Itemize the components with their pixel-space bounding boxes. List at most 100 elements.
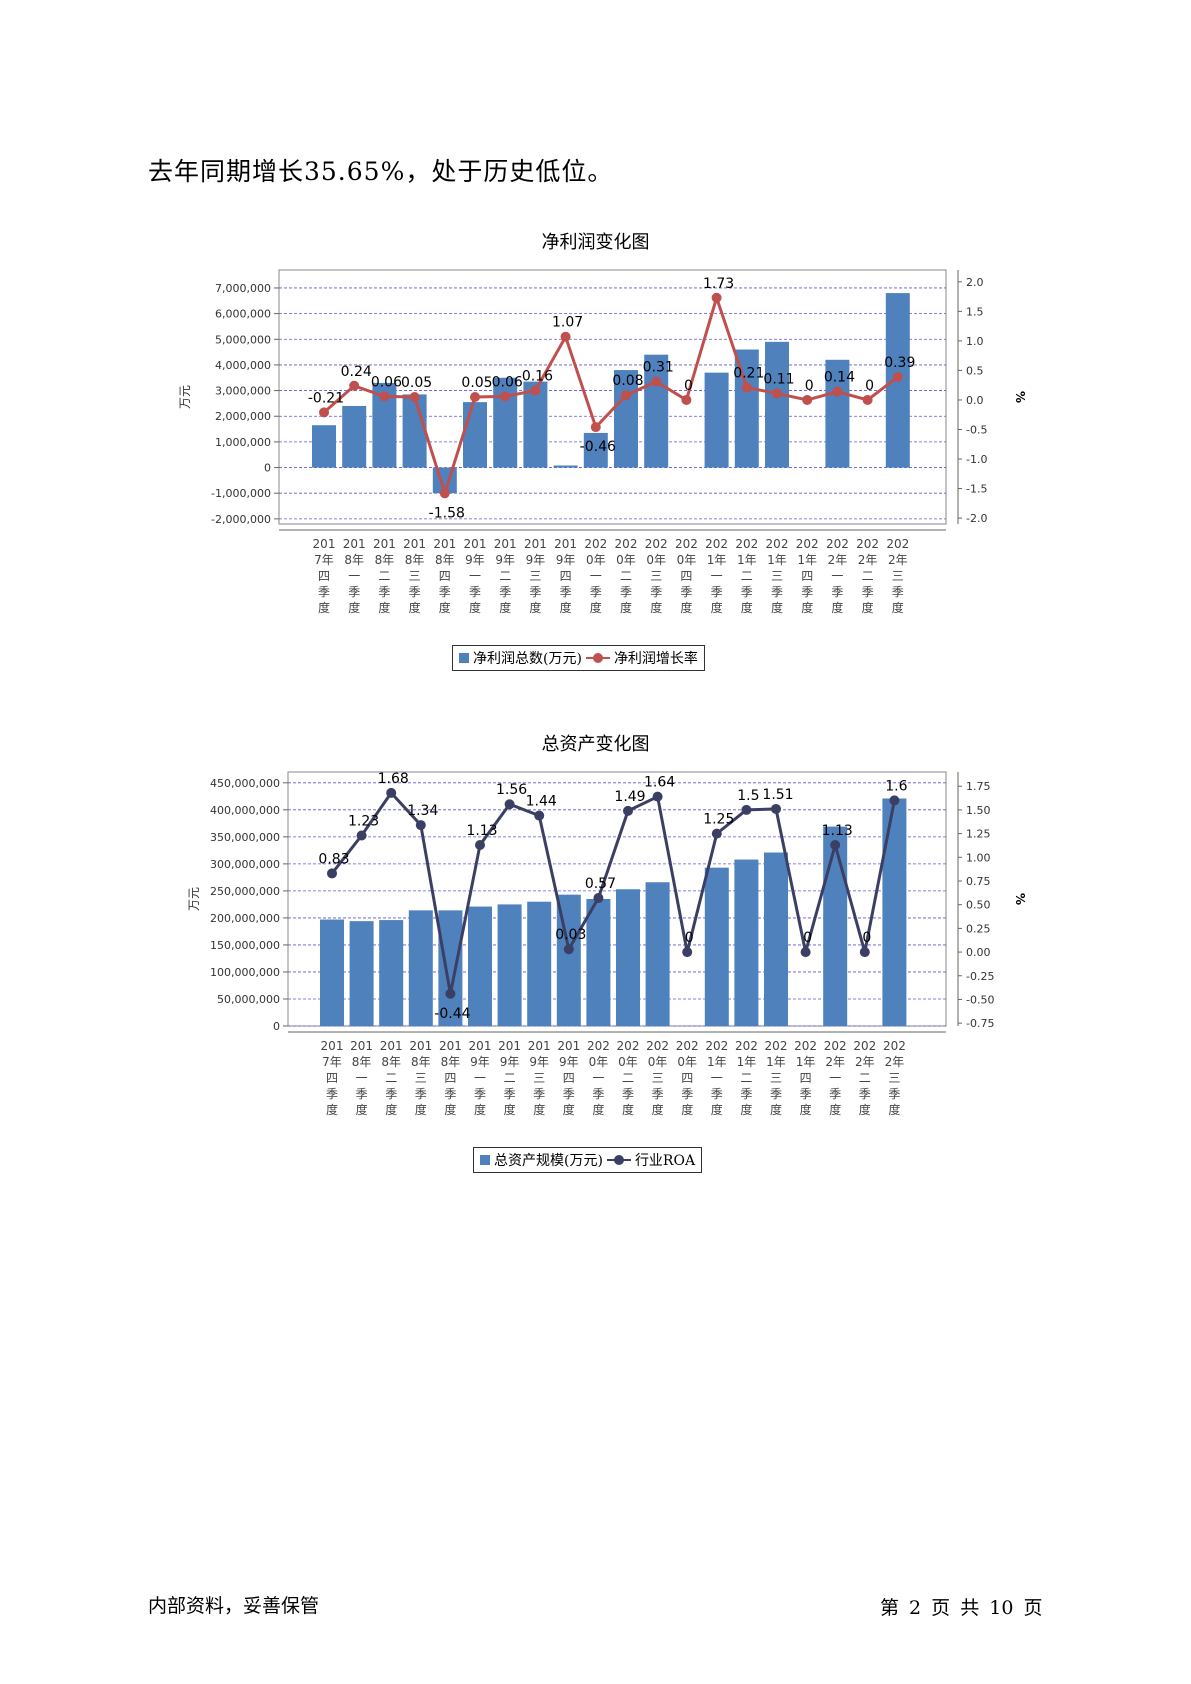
data-label: 0.03 <box>555 927 586 943</box>
x-tick-label: 202 <box>615 537 638 551</box>
data-label: 0.05 <box>461 375 492 391</box>
x-tick-label: 二 <box>862 569 874 583</box>
bar <box>586 899 611 1026</box>
x-tick-label: 度 <box>888 1102 900 1117</box>
data-label: 1.25 <box>703 812 734 828</box>
x-tick-label: 202 <box>675 537 698 551</box>
x-tick-label: 1年 <box>737 1055 757 1069</box>
x-tick-label: 季 <box>385 1087 397 1101</box>
x-tick-label: 2年 <box>858 553 878 567</box>
x-tick-label: 一 <box>829 1071 841 1085</box>
chart1-legend: 净利润总数(万元) 净利润增长率 <box>452 645 705 671</box>
x-tick-label: 一 <box>831 569 843 583</box>
data-label: -1.58 <box>429 505 465 521</box>
x-tick-label: 9年 <box>556 553 576 567</box>
y-tick-label: 5,000,000 <box>215 333 271 346</box>
x-tick-label: 二 <box>385 1071 397 1085</box>
x-tick-label: 二 <box>740 1071 752 1085</box>
x-tick-label: 度 <box>741 600 753 615</box>
x-tick-label: 度 <box>652 1102 664 1117</box>
x-tick-label: 0年 <box>646 553 666 567</box>
x-tick-label: 四 <box>439 569 451 583</box>
line-point <box>500 391 511 402</box>
y2-tick-label: 1.25 <box>966 828 991 841</box>
x-tick-label: 季 <box>800 1087 812 1101</box>
line-point <box>409 392 420 402</box>
data-label: -0.44 <box>434 1006 470 1022</box>
line-point <box>439 488 450 499</box>
x-tick-label: 四 <box>444 1071 456 1085</box>
x-tick-label: 度 <box>326 1102 338 1117</box>
x-tick-label: 三 <box>892 569 904 583</box>
x-tick-label: 2年 <box>855 1055 875 1069</box>
x-tick-label: 度 <box>504 1102 516 1117</box>
bar <box>616 889 640 1026</box>
bar <box>765 341 789 468</box>
y2-axis-title: % <box>1013 893 1027 905</box>
x-tick-label: 9年 <box>470 1055 490 1069</box>
x-tick-label: 201 <box>524 537 547 551</box>
data-label: 0.57 <box>585 876 616 892</box>
x-tick-label: 度 <box>529 600 541 615</box>
line-point <box>859 947 870 958</box>
x-tick-label: 度 <box>622 1102 634 1117</box>
y2-tick-label: -0.25 <box>966 970 994 983</box>
x-tick-label: 202 <box>584 537 607 551</box>
x-tick-label: 一 <box>474 1071 486 1085</box>
y-axis-title: 万元 <box>178 385 192 409</box>
x-tick-label: 季 <box>326 1087 338 1101</box>
legend-line-swatch <box>606 1154 631 1166</box>
bar <box>463 402 487 468</box>
net-profit-chart: -2,000,000 -1,000,000 0 1,000,000 2,000,000 3… <box>178 269 1027 615</box>
x-tick-label: 201 <box>469 1039 492 1053</box>
data-label: 0 <box>865 378 874 394</box>
x-tick-label: 季 <box>318 585 330 599</box>
data-label: 0.83 <box>318 851 349 867</box>
x-tick-label: 0年 <box>648 1055 668 1069</box>
x-tick-label: 四 <box>326 1071 338 1085</box>
x-tick-label: 季 <box>771 585 783 599</box>
x-tick-label: 202 <box>705 1039 728 1053</box>
x-tick-label: 四 <box>563 1071 575 1085</box>
x-tick-label: 度 <box>533 1102 545 1117</box>
y2-tick-label: 0.0 <box>966 394 984 407</box>
line-point <box>590 422 601 433</box>
x-tick-label: 二 <box>499 569 511 583</box>
x-tick-label: 度 <box>620 600 632 615</box>
x-tick-label: 二 <box>741 569 753 583</box>
line-point <box>862 394 873 405</box>
y-tick-label: 0 <box>273 1020 280 1033</box>
x-tick-label: 度 <box>801 600 813 615</box>
x-tick-label: 四 <box>681 1071 693 1085</box>
data-label: 1.44 <box>526 794 557 810</box>
data-label: 0.39 <box>884 355 915 371</box>
x-tick-label: 季 <box>650 585 662 599</box>
line-point <box>681 394 692 405</box>
x-tick-label: 9年 <box>529 1055 549 1069</box>
x-tick-label: 8年 <box>411 1055 431 1069</box>
bar <box>553 465 578 468</box>
y-tick-label: 50,000,000 <box>217 993 280 1006</box>
line-point <box>800 947 811 958</box>
bar <box>614 370 638 468</box>
x-tick-label: 三 <box>409 569 421 583</box>
bar <box>379 920 404 1026</box>
x-tick-label: 季 <box>681 1087 693 1101</box>
y-tick-label: 7,000,000 <box>215 282 271 295</box>
x-tick-label: 0年 <box>677 1055 697 1069</box>
x-tick-label: 度 <box>680 600 692 615</box>
data-label: 1.64 <box>644 775 675 791</box>
x-tick-label: 8年 <box>381 1055 401 1069</box>
bar <box>342 405 367 468</box>
y-tick-label: 200,000,000 <box>210 912 280 925</box>
bar <box>402 394 427 468</box>
bar <box>408 910 433 1026</box>
x-tick-label: 三 <box>771 569 783 583</box>
x-tick-label: 四 <box>680 569 692 583</box>
line-point <box>319 407 329 418</box>
x-tick-label: 度 <box>892 600 904 615</box>
x-tick-label: 季 <box>504 1087 516 1101</box>
x-tick-label: 度 <box>348 600 360 615</box>
x-tick-label: 季 <box>444 1087 456 1101</box>
legend-line-swatch <box>585 652 610 664</box>
